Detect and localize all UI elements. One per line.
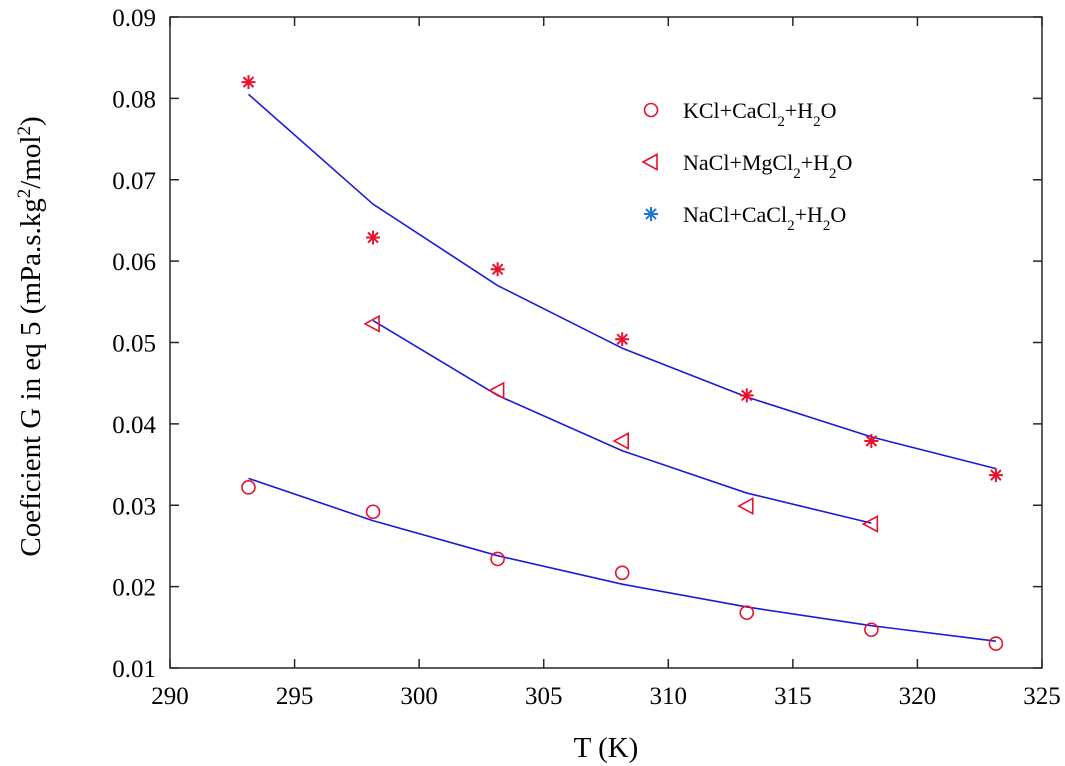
data-point-series-1 [241, 480, 256, 495]
y-tick-label: 0.05 [112, 331, 156, 358]
axis-ticks [169, 16, 1043, 669]
data-point-series-3 [241, 75, 256, 90]
x-tick-label: 295 [276, 683, 314, 710]
legend-item: NaCl+CaCl2+H2O [644, 202, 846, 234]
legend-label-part: O [837, 150, 853, 175]
legend-label-part: 2 [823, 218, 831, 234]
data-point-series-3 [366, 230, 381, 245]
y-tick-label: 0.01 [112, 656, 156, 683]
legend-label-part: 2 [793, 166, 801, 182]
x-axis-label: T (K) [574, 732, 639, 764]
x-tick-labels: 290 295 300 305 310 315 320 325 [151, 683, 1061, 710]
legend-label: NaCl+MgCl2+H2O [683, 150, 852, 182]
legend-label-part: O [821, 98, 837, 123]
legend-label-part: NaCl+CaCl [683, 202, 787, 227]
y-axis-label-part: Coeficient G in eq 5 (mPa.s.kg [15, 198, 47, 556]
y-tick-label: 0.07 [112, 168, 156, 195]
legend-label-part: 2 [787, 218, 795, 234]
fit-line-series-3 [247, 93, 997, 470]
data-markers [241, 75, 1004, 651]
data-point-series-2 [363, 314, 380, 333]
legend-label-part: +H [801, 150, 829, 175]
x-tick-label: 300 [400, 683, 438, 710]
legend-item: KCl+CaCl2+H2O [643, 98, 837, 130]
fit-lines [247, 93, 997, 642]
y-axis-label: Coeficient G in eq 5 (mPa.s.kg2/mol2) [14, 116, 47, 556]
data-point-series-1 [739, 605, 755, 620]
legend-label: NaCl+CaCl2+H2O [683, 202, 846, 234]
legend-label-part: 2 [829, 166, 837, 182]
data-point-series-1 [988, 636, 1004, 651]
y-axis-label-part: 2 [14, 126, 35, 136]
legend: KCl+CaCl2+H2ONaCl+MgCl2+H2ONaCl+CaCl2+H2… [641, 98, 852, 234]
y-axis-label-part: /mol [15, 136, 47, 189]
data-point-series-2 [612, 432, 629, 450]
data-point-series-3 [739, 388, 754, 403]
data-point-series-3 [864, 433, 879, 448]
y-tick-label: 0.03 [112, 493, 156, 520]
y-tick-label: 0.08 [112, 86, 156, 113]
x-tick-label: 310 [650, 683, 688, 710]
y-axis-label-part: 2 [14, 189, 35, 199]
x-tick-label: 325 [1023, 683, 1061, 710]
data-point-series-1 [614, 565, 630, 581]
x-tick-label: 305 [525, 683, 563, 710]
y-tick-labels: 0.01 0.02 0.03 0.04 0.05 0.06 0.07 0.08 0.09 [112, 5, 156, 683]
y-tick-label: 0.02 [112, 575, 156, 602]
legend-marker [643, 102, 659, 118]
legend-label-part: O [830, 202, 846, 227]
y-tick-label: 0.06 [112, 249, 156, 276]
legend-label-part: 2 [777, 114, 785, 130]
data-point-series-2 [487, 381, 505, 400]
data-point-series-1 [490, 551, 505, 567]
data-point-series-2 [861, 515, 879, 533]
legend-label-part: KCl+CaCl [683, 98, 777, 123]
legend-item: NaCl+MgCl2+H2O [641, 150, 852, 182]
fit-line-series-2 [372, 319, 872, 524]
x-tick-label: 315 [774, 683, 812, 710]
y-tick-label: 0.09 [112, 5, 156, 32]
data-point-series-2 [737, 497, 754, 516]
data-point-series-3 [490, 262, 505, 277]
data-point-series-3 [615, 332, 630, 347]
x-tick-label: 320 [899, 683, 937, 710]
legend-label-part: +H [795, 202, 823, 227]
plot-frame [169, 16, 1043, 669]
fit-line-series-1 [248, 477, 997, 642]
data-point-series-1 [864, 622, 879, 638]
legend-label-part: 2 [813, 114, 821, 130]
y-tick-label: 0.04 [112, 412, 156, 439]
legend-label-part: NaCl+MgCl [683, 150, 793, 175]
x-tick-label: 290 [151, 683, 189, 710]
legend-marker [641, 153, 658, 171]
data-point-series-3 [988, 468, 1003, 483]
legend-marker [644, 207, 658, 221]
y-axis-label-part: ) [15, 116, 47, 126]
data-point-series-1 [365, 504, 381, 520]
legend-label: KCl+CaCl2+H2O [683, 98, 837, 130]
legend-label-part: +H [785, 98, 813, 123]
